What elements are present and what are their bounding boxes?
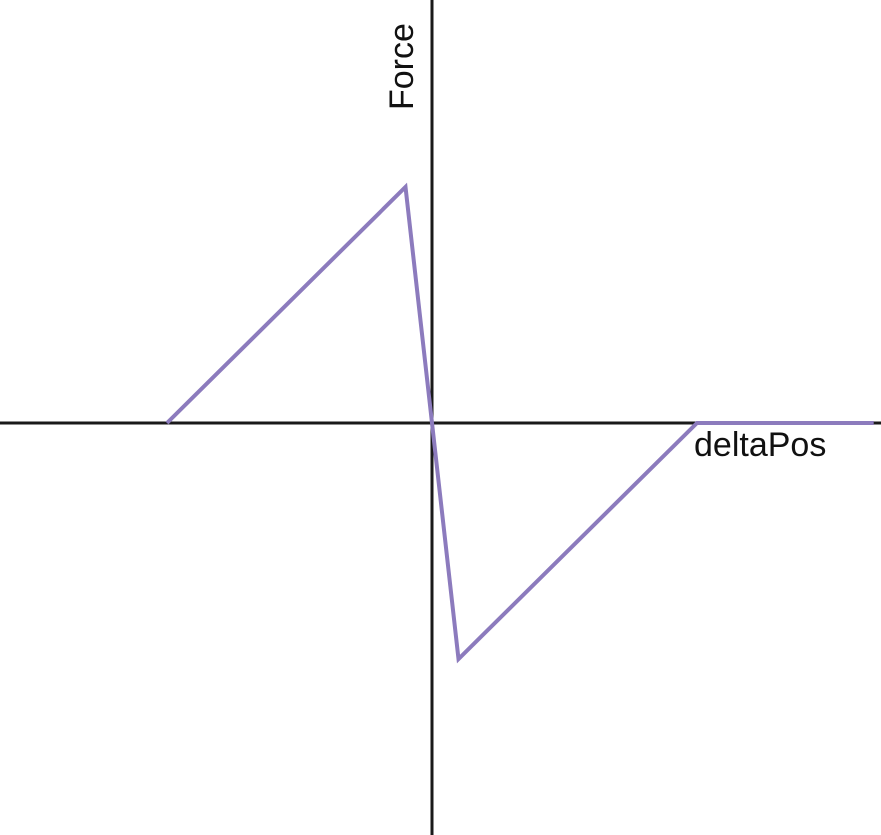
series-line-0 xyxy=(165,182,874,664)
series-layer xyxy=(165,182,874,664)
x-axis-label: deltaPos xyxy=(694,426,826,464)
y-axis-label: Force xyxy=(383,23,421,110)
